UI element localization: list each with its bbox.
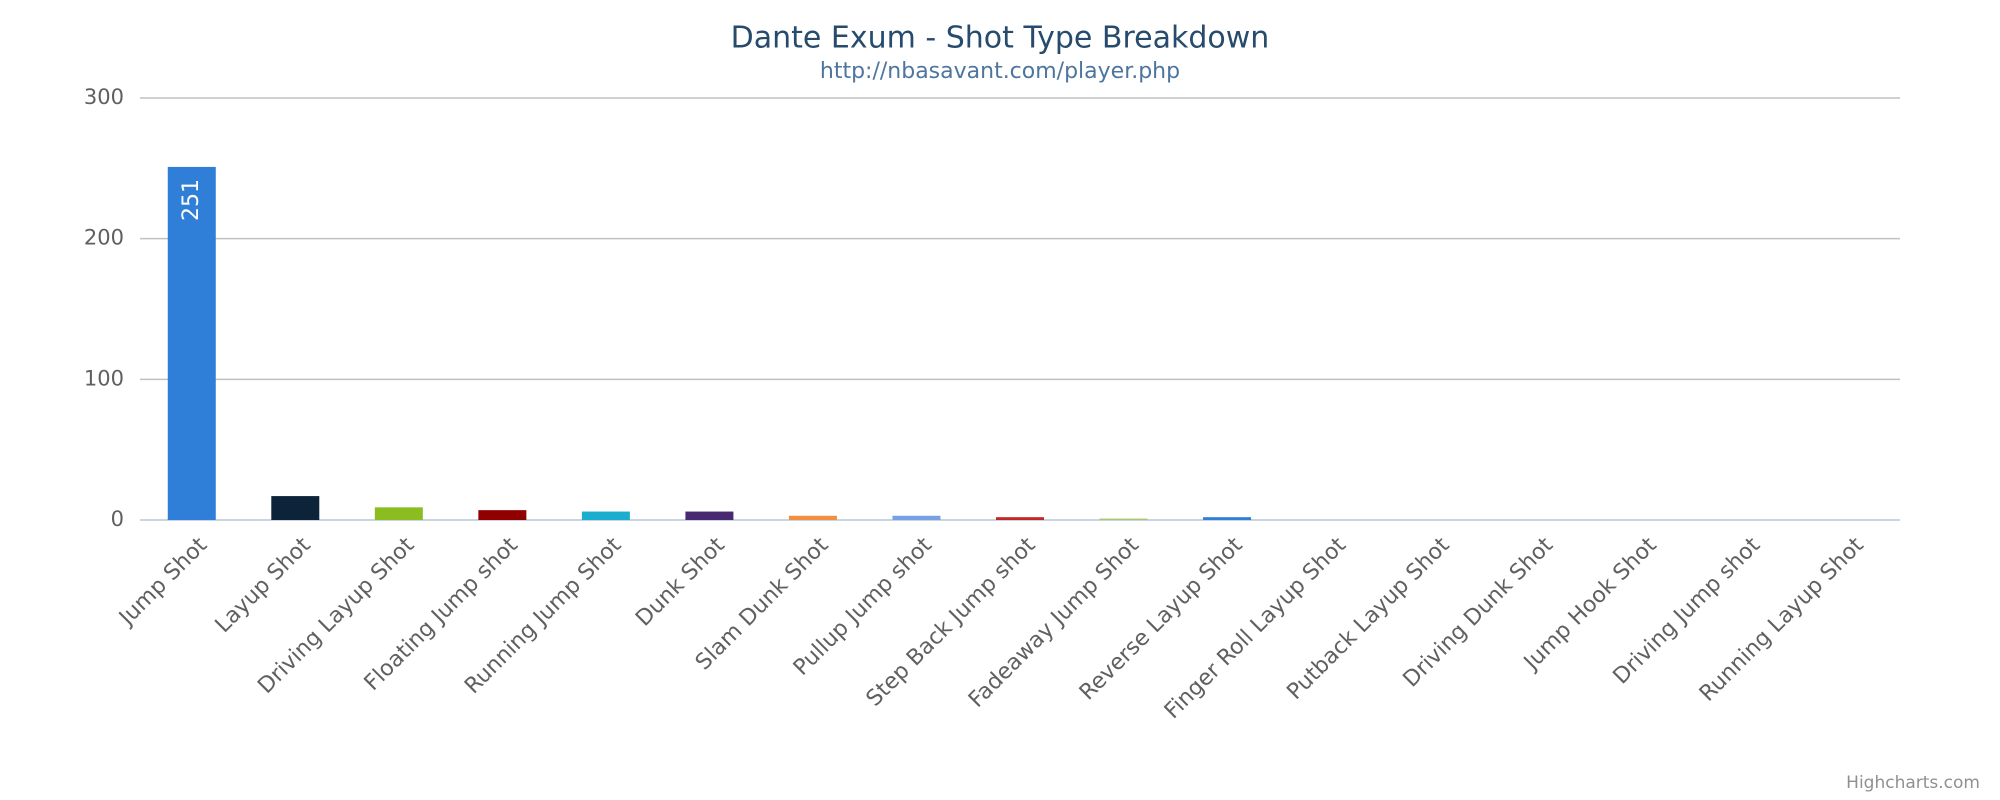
x-tick-label: Layup Shot <box>211 533 316 638</box>
bar <box>167 166 216 520</box>
x-tick-label: Jump Shot <box>113 533 212 632</box>
credits: Highcharts.com <box>1846 773 1980 793</box>
bar <box>1203 517 1252 520</box>
bar <box>1099 518 1148 520</box>
bar <box>788 515 837 520</box>
chart-title: Dante Exum - Shot Type Breakdown <box>731 21 1270 56</box>
bar <box>374 507 423 520</box>
x-tick-label: Dunk Shot <box>631 533 730 632</box>
bar <box>271 496 320 520</box>
x-tick-label: Fadeaway Jump Shot <box>964 533 1144 713</box>
bar <box>996 517 1044 520</box>
y-tick-label: 200 <box>84 226 124 250</box>
x-tick-label: Finger Roll Layup Shot <box>1160 533 1351 724</box>
y-tick-label: 100 <box>84 366 124 390</box>
bar <box>892 515 941 520</box>
y-tick-label: 300 <box>84 85 124 109</box>
x-tick-label: Step Back Jump shot <box>862 533 1041 712</box>
bar <box>685 511 734 520</box>
value-label: 251 <box>179 179 204 221</box>
chart-subtitle: http://nbasavant.com/player.php <box>820 59 1180 84</box>
bar <box>581 511 630 520</box>
y-tick-label: 0 <box>111 507 124 531</box>
bar <box>478 510 527 520</box>
